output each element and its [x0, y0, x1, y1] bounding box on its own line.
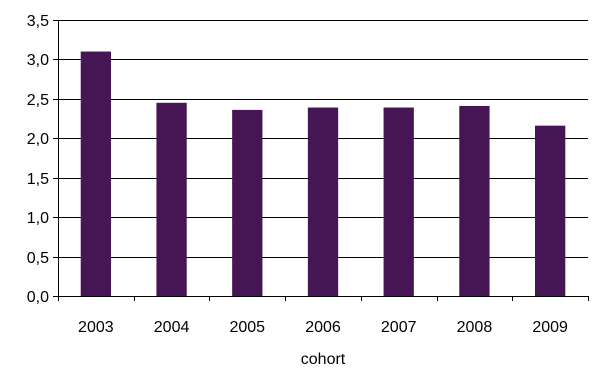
bar-2008	[459, 105, 490, 296]
y-tick-label: 2,0	[27, 131, 49, 148]
x-tick-label: 2003	[78, 319, 114, 336]
x-tick-label: 2007	[381, 319, 417, 336]
y-tick-label: 1,5	[27, 171, 49, 188]
bars	[80, 51, 566, 296]
axis-ticks	[53, 20, 589, 301]
bar-2006	[307, 107, 339, 296]
y-tick-label: 3,0	[27, 52, 49, 69]
bar-2009	[535, 125, 566, 296]
x-tick-label: 2005	[229, 319, 265, 336]
bar-2004	[156, 102, 187, 296]
x-tick-label: 2008	[457, 319, 493, 336]
y-tick-label: 1,0	[27, 210, 49, 227]
y-tick-label: 0,5	[27, 250, 49, 267]
bar-2005	[232, 109, 263, 296]
x-tick-labels: 2003 2004 2005 2006 2007 2008 2009	[78, 319, 568, 336]
bar-2007	[383, 107, 414, 296]
y-tick-label: 3,5	[27, 13, 49, 30]
bar-2003	[80, 51, 111, 296]
x-axis-title: cohort	[301, 351, 346, 368]
y-tick-label: 0,0	[27, 289, 49, 306]
y-tick-label: 2,5	[27, 92, 49, 109]
y-tick-labels: 0,0 0,5 1,0 1,5 2,0 2,5 3,0 3,5	[27, 13, 49, 306]
x-tick-label: 2004	[154, 319, 190, 336]
x-tick-label: 2006	[305, 319, 341, 336]
x-tick-label: 2009	[532, 319, 568, 336]
axes	[58, 20, 588, 297]
